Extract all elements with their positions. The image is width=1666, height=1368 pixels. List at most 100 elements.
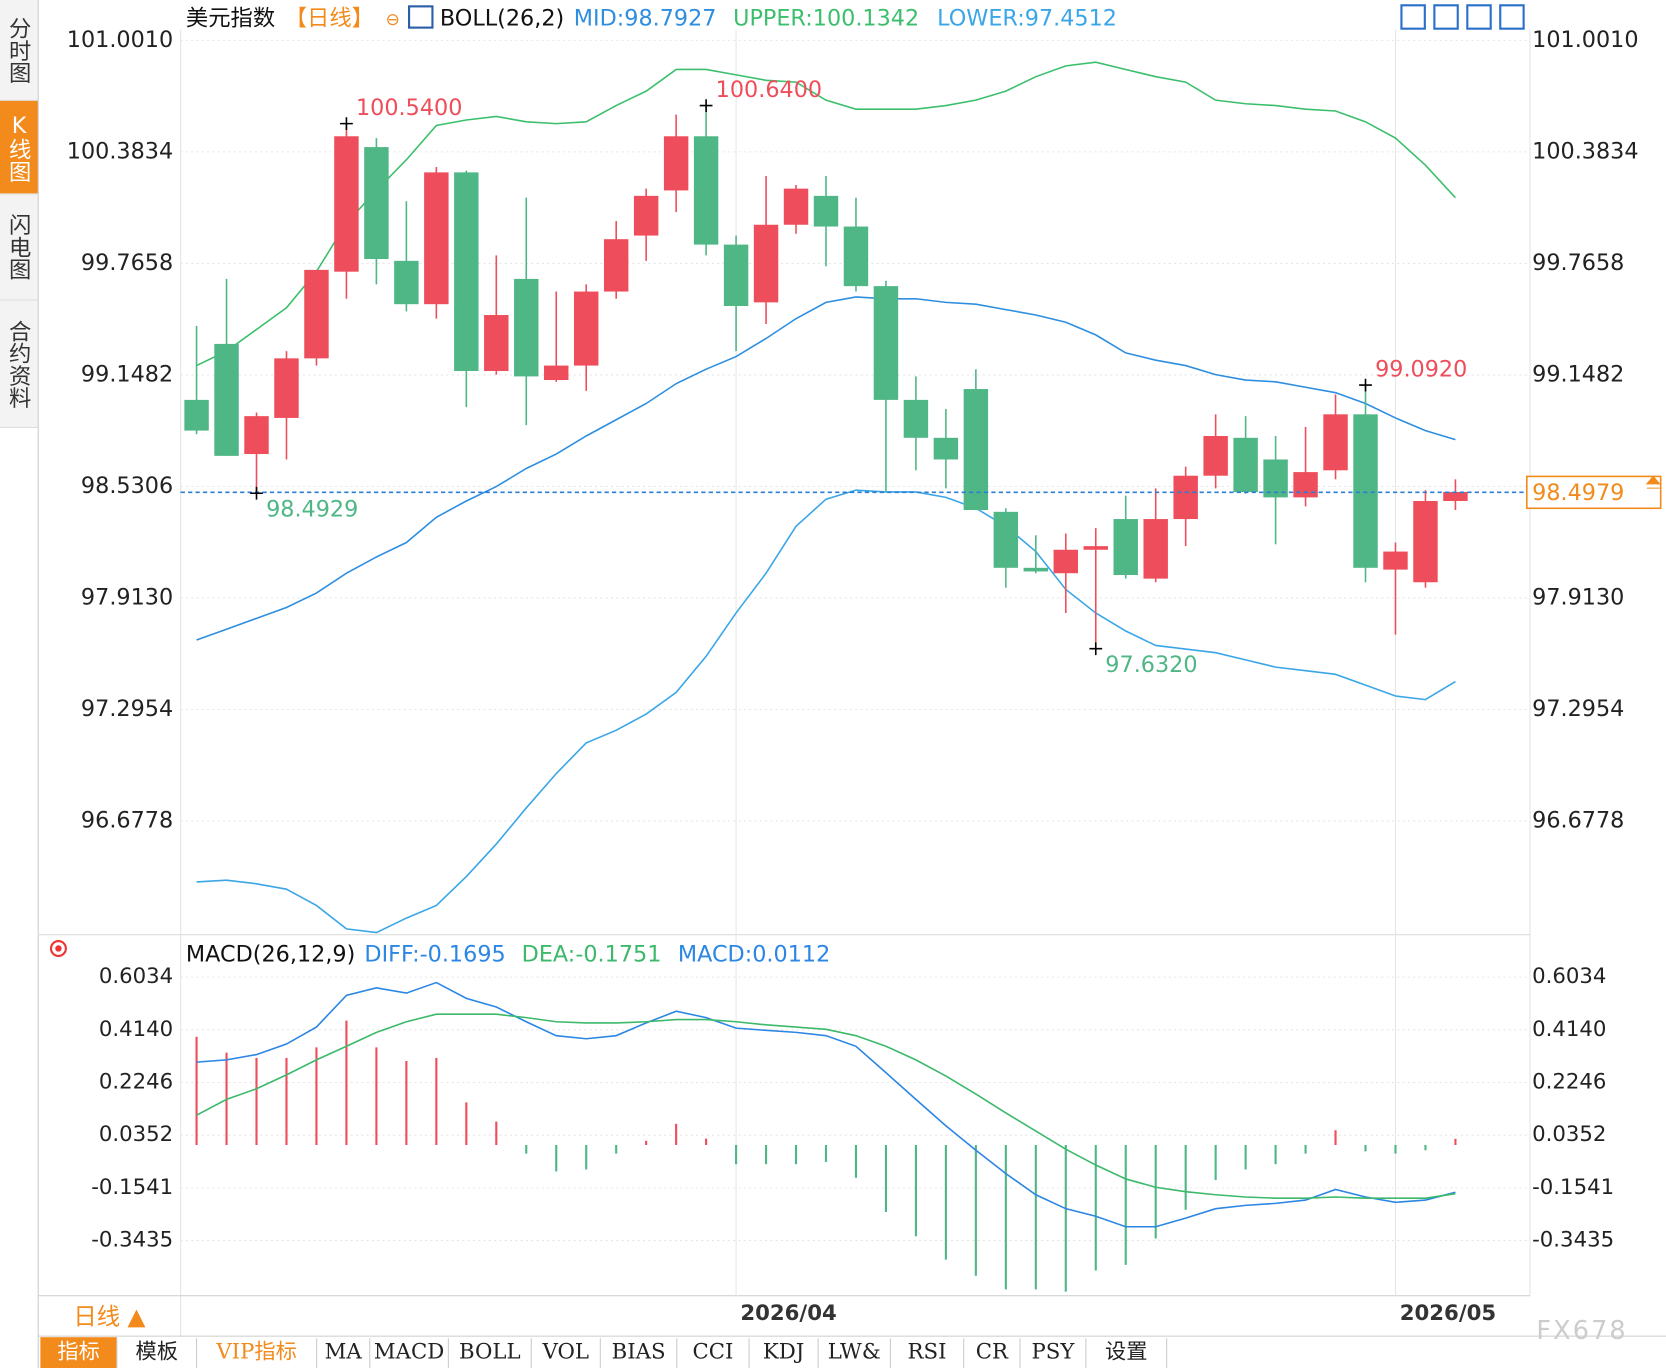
candle-body bbox=[603, 239, 629, 292]
legend-entry: DIFF:-0.1695 bbox=[364, 941, 505, 967]
toolbar-item[interactable]: PSY bbox=[1032, 1340, 1076, 1365]
candle-body bbox=[514, 278, 539, 377]
y-tick-label-right: -0.3435 bbox=[1532, 1228, 1614, 1253]
candle-body bbox=[1053, 549, 1079, 574]
candle-body bbox=[394, 260, 419, 305]
tab[interactable]: 合约资料 bbox=[0, 300, 39, 429]
toolbar-item[interactable]: 指标 bbox=[57, 1340, 99, 1365]
y-tick-label: -0.3435 bbox=[91, 1228, 173, 1253]
legend-entry: UPPER:100.1342 bbox=[733, 6, 919, 32]
candle-body bbox=[1293, 472, 1318, 498]
toolbar-item[interactable]: CR bbox=[976, 1340, 1009, 1365]
toolbar-item[interactable]: KDJ bbox=[763, 1340, 804, 1365]
x-tick-label: 2026/04 bbox=[740, 1301, 836, 1326]
candle-body bbox=[873, 286, 899, 400]
y-tick-label-right: 99.7658 bbox=[1532, 250, 1624, 276]
y-tick-label: 98.5306 bbox=[81, 473, 173, 499]
extreme-marker bbox=[340, 117, 353, 131]
candle-body bbox=[304, 269, 329, 359]
y-tick-label-right: 99.1482 bbox=[1532, 361, 1624, 387]
candle-body bbox=[454, 172, 479, 371]
macd-icon[interactable] bbox=[49, 939, 67, 957]
y-tick-label: 0.4140 bbox=[99, 1017, 173, 1042]
candle-body bbox=[1173, 475, 1198, 520]
y-tick-label-right: 97.9130 bbox=[1532, 584, 1624, 610]
tab[interactable]: 分时图 bbox=[0, 0, 39, 101]
candle-body bbox=[1413, 500, 1438, 583]
candle-body bbox=[1023, 567, 1049, 572]
macd-title: MACD(26,12,9) bbox=[186, 941, 355, 967]
toolbar-item[interactable]: 模板 bbox=[135, 1340, 177, 1365]
toolbar-item[interactable]: LW& bbox=[828, 1340, 881, 1365]
y-tick-label: 99.1482 bbox=[81, 361, 173, 387]
tab-active[interactable]: K线图 bbox=[0, 100, 39, 195]
candle-body bbox=[1353, 414, 1378, 568]
toolbar-item[interactable]: MA bbox=[325, 1340, 363, 1365]
candle-body bbox=[633, 195, 659, 236]
x-tick-label: 2026/05 bbox=[1400, 1301, 1496, 1326]
toolbar-item[interactable]: BOLL bbox=[459, 1340, 521, 1365]
candle-body bbox=[903, 399, 929, 438]
y-tick-label: 97.2954 bbox=[81, 696, 173, 722]
candle-body bbox=[573, 291, 599, 366]
period-button[interactable]: 日线 ▲ bbox=[73, 1303, 145, 1331]
extreme-marker bbox=[1359, 378, 1372, 392]
last-price-label: 98.4979 bbox=[1532, 480, 1624, 506]
candle-body bbox=[1113, 519, 1138, 576]
macd-line bbox=[196, 1013, 1456, 1199]
extreme-label: 99.0920 bbox=[1375, 357, 1467, 383]
candle-body bbox=[1443, 491, 1468, 501]
candle-body bbox=[244, 416, 269, 455]
extreme-marker bbox=[1089, 642, 1103, 656]
legend-entry: MID:98.7927 bbox=[574, 6, 717, 32]
candle-body bbox=[693, 136, 719, 245]
y-tick-label-right: 0.4140 bbox=[1532, 1017, 1606, 1042]
toolbar-icons[interactable] bbox=[1400, 4, 1525, 30]
y-tick-label-right: 97.2954 bbox=[1532, 696, 1624, 722]
candle-body bbox=[753, 224, 779, 303]
extreme-marker bbox=[250, 486, 263, 500]
y-tick-label: 99.7658 bbox=[81, 250, 173, 276]
candle-body bbox=[274, 358, 299, 418]
y-tick-label: 96.6778 bbox=[81, 807, 173, 833]
header-title: 美元指数 bbox=[186, 6, 275, 32]
y-tick-label-right: 96.6778 bbox=[1532, 807, 1624, 833]
candle-body bbox=[813, 195, 839, 227]
candle-body bbox=[1203, 435, 1228, 476]
legend-entry: MACD:0.0112 bbox=[678, 941, 830, 967]
toolbar-active bbox=[40, 1337, 117, 1368]
boll-line bbox=[196, 61, 1456, 367]
toolbar-item[interactable]: BIAS bbox=[612, 1340, 666, 1365]
candle-body bbox=[484, 315, 509, 371]
toolbar-item[interactable]: VIP指标 bbox=[215, 1340, 296, 1365]
extreme-label: 97.6320 bbox=[1105, 652, 1197, 678]
boll-icon bbox=[408, 5, 434, 29]
candle-body bbox=[1323, 414, 1348, 471]
toolbar-item[interactable]: CCI bbox=[692, 1340, 733, 1365]
legend-entry: LOWER:97.4512 bbox=[937, 6, 1117, 32]
candle-body bbox=[1143, 519, 1168, 579]
extreme-label: 98.4929 bbox=[266, 497, 358, 523]
candle-body bbox=[933, 437, 959, 460]
candle-body bbox=[993, 511, 1019, 568]
y-tick-label: 0.6034 bbox=[99, 964, 173, 989]
toolbar-item[interactable]: MACD bbox=[374, 1340, 444, 1365]
candle-body bbox=[184, 399, 209, 431]
toolbar-item[interactable]: 设置 bbox=[1105, 1340, 1147, 1365]
candle-body bbox=[424, 172, 449, 305]
candle-body bbox=[1233, 437, 1258, 492]
legend-entry: DEA:-0.1751 bbox=[522, 941, 662, 967]
settings-icon[interactable]: ⊖ bbox=[386, 10, 400, 30]
candle-body bbox=[723, 244, 749, 306]
y-tick-label-right: 0.6034 bbox=[1532, 964, 1606, 989]
candle-body bbox=[544, 365, 569, 381]
candle-body bbox=[1083, 546, 1108, 550]
toolbar-item[interactable]: VOL bbox=[542, 1340, 589, 1365]
tab[interactable]: 闪电图 bbox=[0, 194, 39, 301]
last-price-box bbox=[1526, 475, 1662, 510]
candle-body bbox=[214, 343, 239, 456]
candle-body bbox=[783, 188, 809, 225]
toolbar-item[interactable]: RSI bbox=[908, 1340, 947, 1365]
candle-body bbox=[1263, 459, 1288, 498]
boll-line bbox=[196, 296, 1456, 641]
